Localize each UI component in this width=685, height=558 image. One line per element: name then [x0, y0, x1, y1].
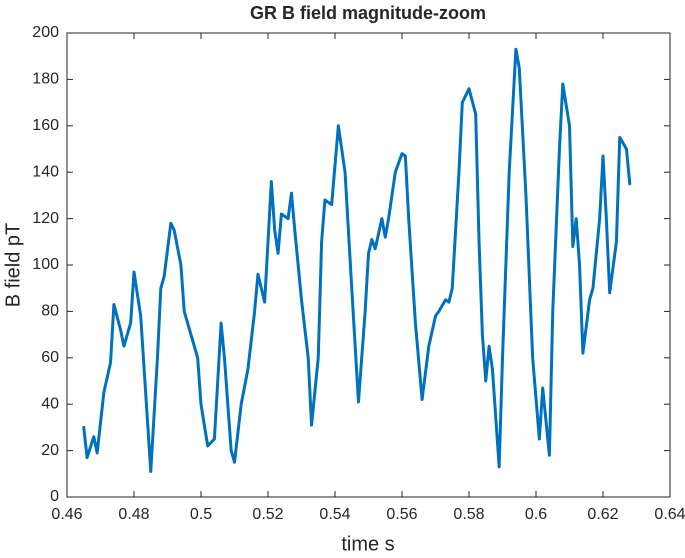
y-axis-label: B field pT	[2, 223, 24, 307]
chart-title: GR B field magnitude-zoom	[250, 3, 486, 23]
x-tick-label: 0.56	[386, 506, 417, 523]
x-tick-label: 0.64	[654, 506, 685, 523]
y-tick-label: 120	[32, 210, 59, 227]
data-line	[82, 47, 632, 473]
x-tick-label: 0.58	[453, 506, 484, 523]
x-tick-label: 0.54	[319, 506, 350, 523]
y-tick-label: 0	[50, 488, 59, 505]
x-tick-label: 0.48	[118, 506, 149, 523]
y-tick-label: 80	[41, 303, 59, 320]
x-tick-label: 0.52	[252, 506, 283, 523]
y-tick-label: 60	[41, 349, 59, 366]
x-axis-label: time s	[341, 533, 394, 555]
y-tick-label: 100	[32, 256, 59, 273]
y-tick-label: 20	[41, 442, 59, 459]
x-tick-label: 0.62	[587, 506, 618, 523]
y-tick-label: 200	[32, 24, 59, 41]
y-tick-label: 40	[41, 395, 59, 412]
y-tick-label: 140	[32, 163, 59, 180]
y-tick-label: 180	[32, 71, 59, 88]
x-tick-label: 0.6	[525, 506, 547, 523]
x-tick-label: 0.5	[190, 506, 212, 523]
y-tick-label: 160	[32, 117, 59, 134]
x-tick-label: 0.46	[51, 506, 82, 523]
